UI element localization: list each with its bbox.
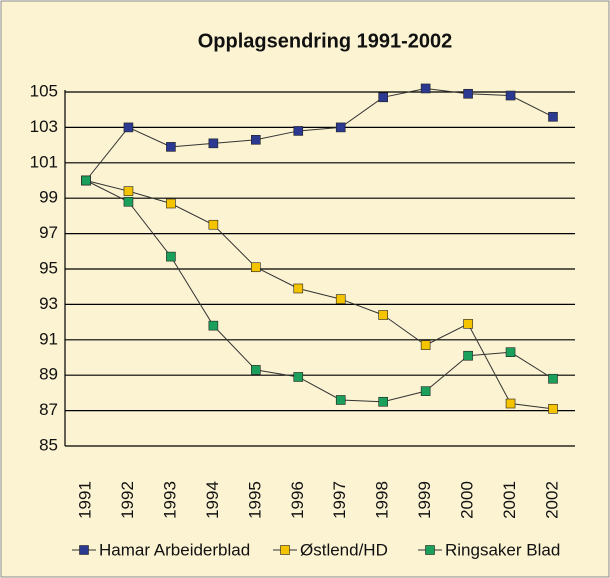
legend-marker [280,545,290,555]
data-point [208,138,219,149]
y-tick-label: 93 [39,294,58,313]
x-tick-label: 1998 [373,481,392,519]
y-tick-label: 101 [30,152,58,171]
data-point [293,283,304,294]
data-point [123,122,134,133]
legend-label: Østlend/HD [300,540,388,559]
data-point [505,347,516,357]
series-line [85,180,554,403]
y-tick-label: 85 [39,435,58,454]
x-tick-label: 2001 [500,481,519,519]
data-point [335,395,346,405]
x-tick-label: 1993 [160,481,179,519]
data-point [420,340,431,350]
data-point [123,196,134,207]
x-tick-label: 1997 [330,481,349,519]
y-tick-label: 95 [39,258,58,277]
data-point [505,398,516,409]
y-tick-label: 97 [39,223,58,242]
data-point [420,83,431,94]
data-point [463,319,473,329]
data-point [81,175,91,186]
x-tick-label: 2002 [542,481,561,519]
legend-marker [79,545,89,555]
data-point [505,90,516,101]
data-point [548,111,558,122]
data-point [293,126,304,136]
y-tick-label: 103 [30,117,58,136]
y-tick-label: 105 [30,81,58,100]
x-tick-label: 2000 [458,481,477,519]
data-point [378,310,388,320]
y-tick-label: 89 [39,365,58,384]
data-point [166,251,176,262]
data-point [293,372,304,382]
legend-label: Hamar Arbeiderblad [99,540,250,559]
data-point [548,404,558,414]
data-point [166,198,176,209]
x-tick-label: 1992 [118,481,137,519]
x-tick-label: 1995 [245,481,264,519]
data-point [251,134,261,145]
data-point [166,142,176,152]
data-point [548,373,558,384]
data-point [123,186,134,196]
data-point [335,122,346,133]
data-point [251,365,261,375]
data-point [251,262,261,273]
data-point [420,386,431,396]
data-point [463,350,473,361]
legend-marker [425,545,435,555]
series-line [85,87,554,181]
x-tick-label: 1994 [203,481,222,519]
x-tick-label: 1999 [415,481,434,519]
legend-label: Ringsaker Blad [445,540,560,559]
data-point [378,396,388,407]
chart-title: Opplagsendring 1991-2002 [198,30,453,52]
series-line [85,180,554,410]
y-tick-label: 91 [39,329,58,348]
data-point [208,320,219,331]
data-point [463,88,473,99]
data-point [208,219,219,230]
x-tick-label: 1996 [288,481,307,519]
y-tick-label: 99 [39,188,58,207]
data-point [378,92,388,103]
data-point [335,294,346,304]
x-tick-label: 1991 [75,481,94,519]
y-tick-label: 87 [39,400,58,419]
